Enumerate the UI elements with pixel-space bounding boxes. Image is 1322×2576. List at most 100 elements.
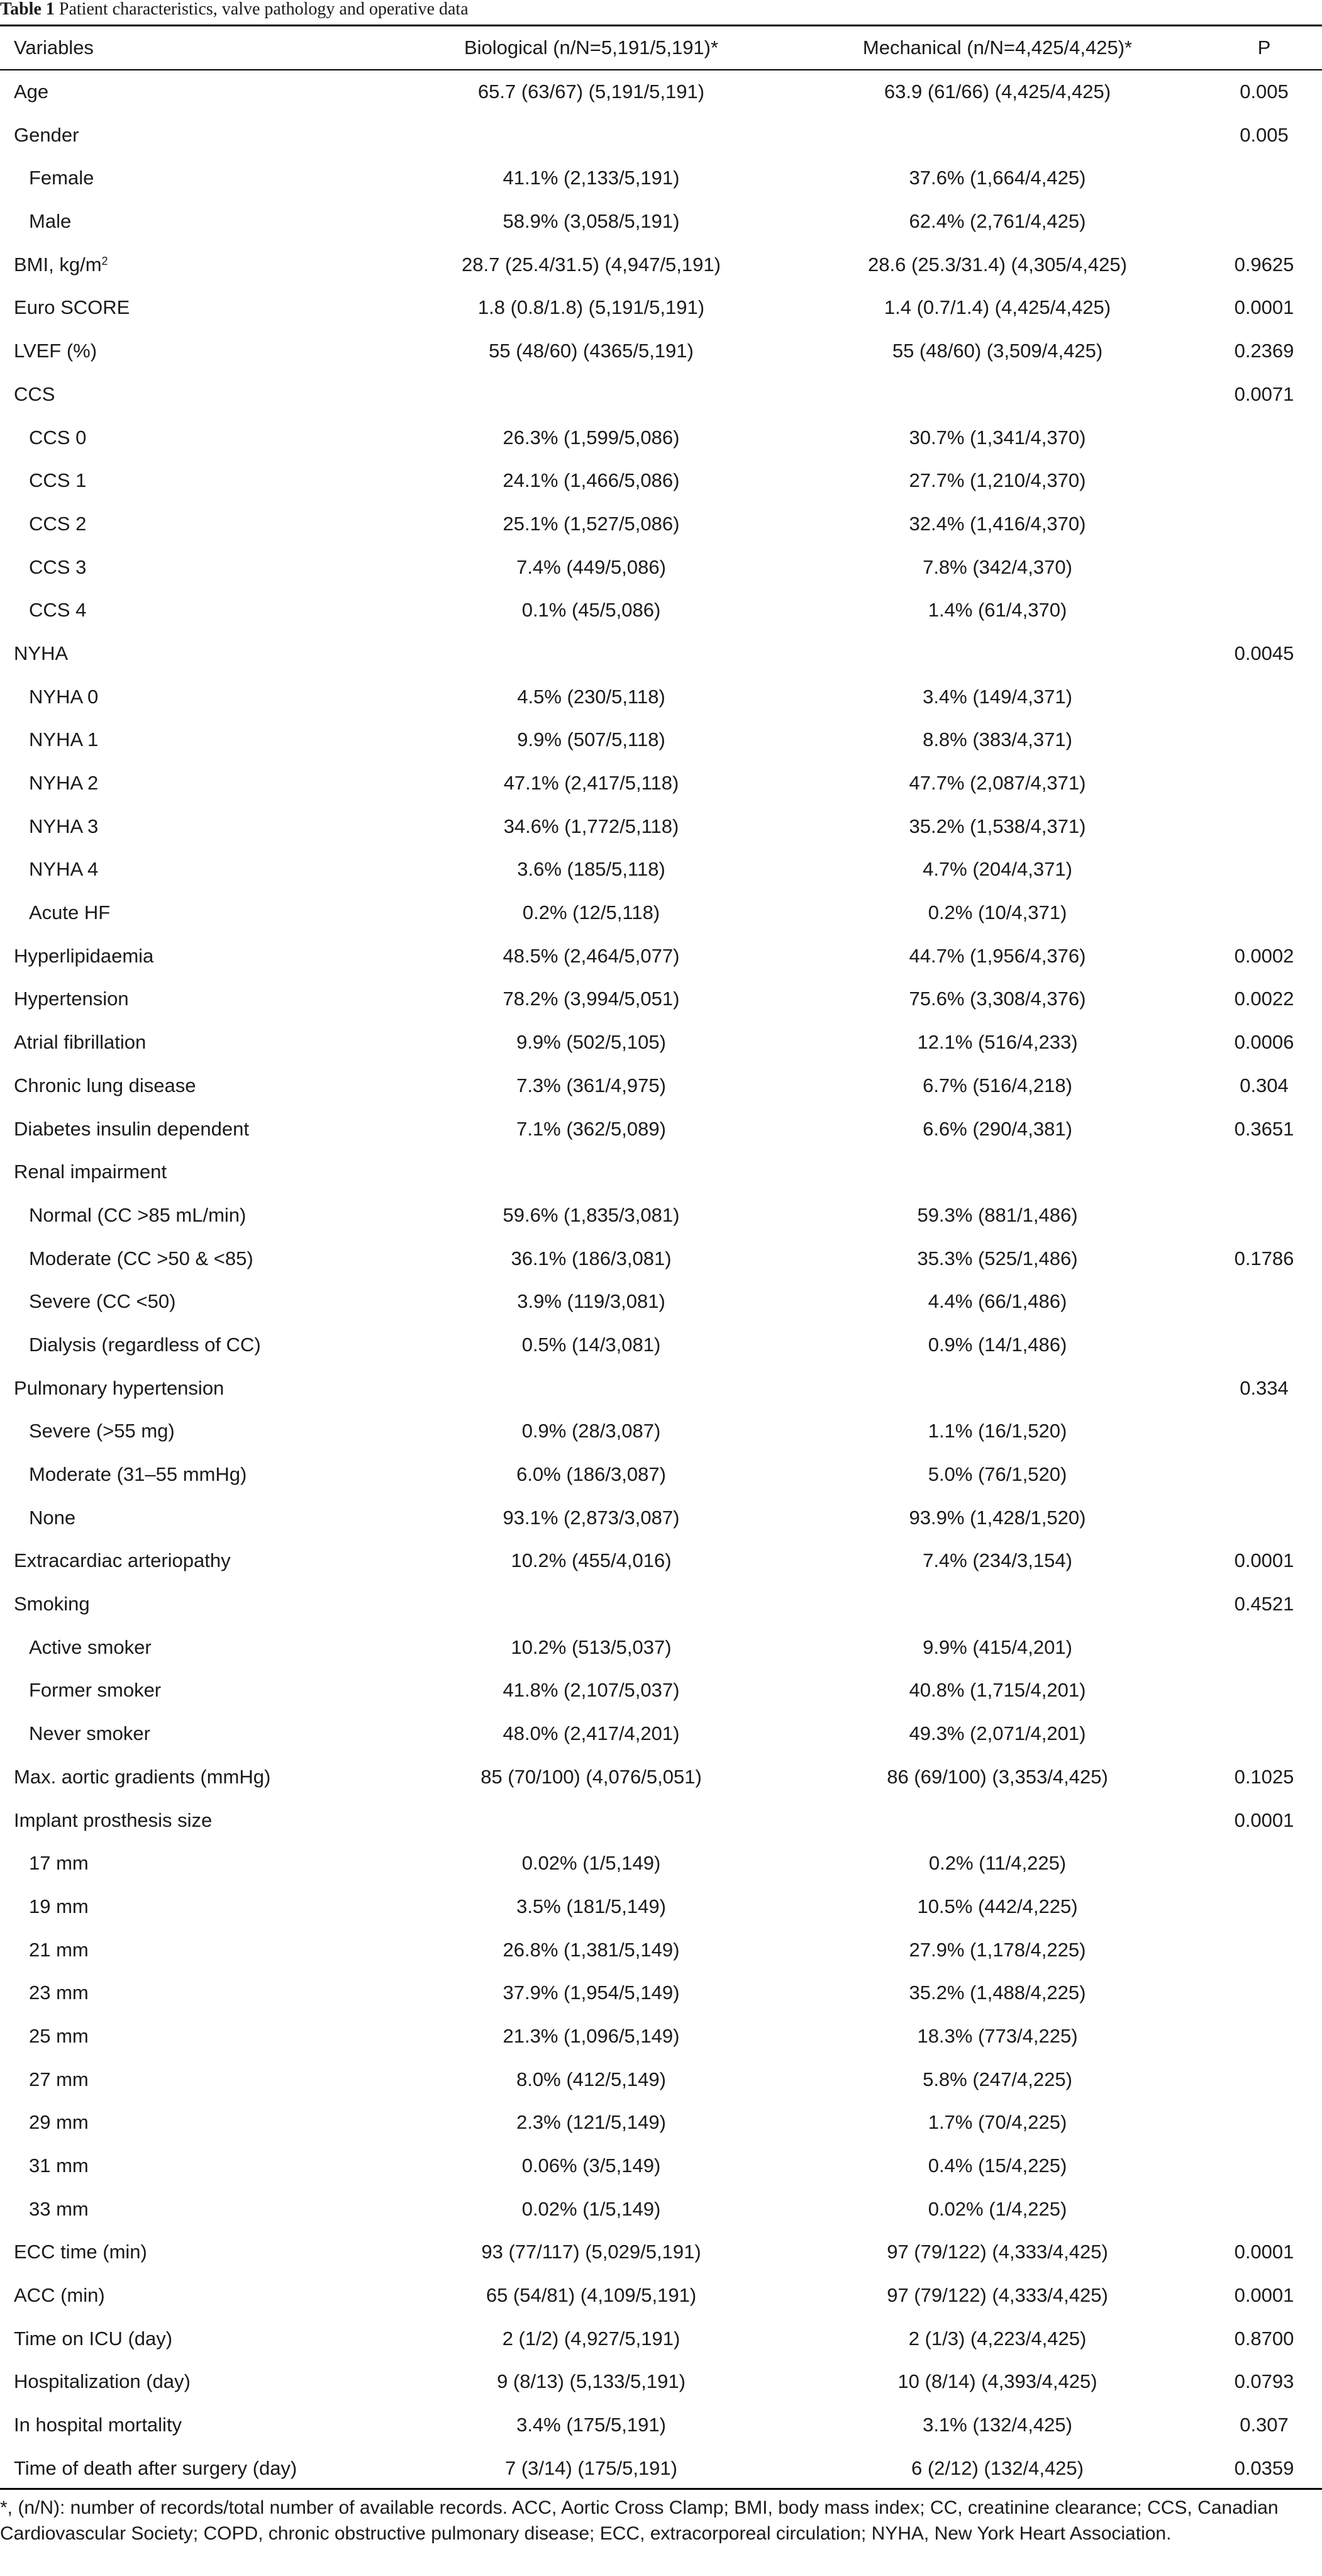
table-row: 19 mm 3.5% (181/5,149) 10.5% (442/4,225) bbox=[0, 1885, 1322, 1929]
mechanical-value: 12.1% (516/4,233) bbox=[917, 1031, 1078, 1054]
biological-value: 3.5% (181/5,149) bbox=[516, 1895, 666, 1917]
p-value: 0.3651 bbox=[1234, 1117, 1294, 1140]
mechanical-value: 5.0% (76/1,520) bbox=[928, 1463, 1067, 1485]
mechanical-value: 1.1% (16/1,520) bbox=[928, 1420, 1067, 1442]
table-row: Dialysis (regardless of CC) 0.5% (14/3,08… bbox=[0, 1324, 1322, 1367]
table-footnote: *, (n/N): number of records/total number… bbox=[0, 2497, 1279, 2544]
table-row: Normal (CC >85 mL/min) 59.6% (1,835/3,081… bbox=[0, 1194, 1322, 1237]
table-row: Moderate (CC >50 & <85) 36.1% (186/3,081)… bbox=[0, 1237, 1322, 1281]
biological-value: 58.9% (3,058/5,191) bbox=[503, 210, 680, 233]
biological-value: 48.0% (2,417/4,201) bbox=[503, 1722, 680, 1745]
header-variables: Variables bbox=[14, 36, 94, 59]
table-row: Acute HF 0.2% (12/5,118) 0.2% (10/4,371) bbox=[0, 891, 1322, 935]
mechanical-value: 0.9% (14/1,486) bbox=[928, 1333, 1067, 1356]
table-row: Extracardiac arteriopathy 10.2% (455/4,01… bbox=[0, 1539, 1322, 1583]
biological-value: 10.2% (513/5,037) bbox=[511, 1636, 672, 1658]
p-value: 0.2369 bbox=[1234, 340, 1294, 362]
mechanical-value: 30.7% (1,341/4,370) bbox=[909, 426, 1086, 449]
biological-value: 3.6% (185/5,118) bbox=[517, 858, 665, 881]
p-value: 0.005 bbox=[1240, 123, 1289, 146]
mechanical-value: 4.7% (204/4,371) bbox=[923, 858, 1072, 881]
row-label: Moderate (31–55 mmHg) bbox=[29, 1463, 247, 1485]
mechanical-value: 37.6% (1,664/4,425) bbox=[909, 167, 1086, 189]
row-label: Time on ICU (day) bbox=[14, 2327, 173, 2350]
mechanical-value: 75.6% (3,308/4,376) bbox=[909, 988, 1086, 1010]
table-row: Atrial fibrillation 9.9% (502/5,105) 12.1%… bbox=[0, 1021, 1322, 1064]
table-caption: Table 1 Patient characteristics, valve p… bbox=[0, 0, 1322, 23]
biological-value: 34.6% (1,772/5,118) bbox=[503, 815, 679, 837]
biological-value: 9.9% (502/5,105) bbox=[516, 1031, 666, 1054]
table-row: 33 mm 0.02% (1/5,149) 0.02% (1/4,225) bbox=[0, 2188, 1322, 2231]
biological-value: 78.2% (3,994/5,051) bbox=[503, 988, 680, 1010]
biological-value: 7.4% (449/5,086) bbox=[516, 555, 666, 578]
row-label: Never smoker bbox=[29, 1722, 150, 1745]
table-row: CCS 0 26.3% (1,599/5,086) 30.7% (1,341/4,3… bbox=[0, 416, 1322, 460]
row-label: Smoking bbox=[14, 1593, 90, 1615]
row-label: Implant prosthesis size bbox=[14, 1809, 213, 1831]
row-label: NYHA 0 bbox=[29, 685, 99, 708]
table-row: Male 58.9% (3,058/5,191) 62.4% (2,761/4,42… bbox=[0, 200, 1322, 243]
biological-value: 47.1% (2,417/5,118) bbox=[503, 772, 679, 794]
biological-value: 0.02% (1/5,149) bbox=[521, 2197, 661, 2220]
table-row: CCS 1 24.1% (1,466/5,086) 27.7% (1,210/4,3… bbox=[0, 459, 1322, 503]
row-label: Moderate (CC >50 & <85) bbox=[29, 1247, 253, 1269]
table-row: Euro SCORE 1.8 (0.8/1.8) (5,191/5,191) 1.4… bbox=[0, 286, 1322, 330]
row-label: Active smoker bbox=[29, 1636, 152, 1658]
row-label: 33 mm bbox=[29, 2197, 89, 2220]
table-row: Moderate (31–55 mmHg) 6.0% (186/3,087) 5.0… bbox=[0, 1453, 1322, 1497]
biological-value: 21.3% (1,096/5,149) bbox=[503, 2024, 680, 2047]
biological-value: 7.3% (361/4,975) bbox=[516, 1074, 666, 1096]
table-row: 23 mm 37.9% (1,954/5,149) 35.2% (1,488/4,2… bbox=[0, 1971, 1322, 2015]
p-value: 0.005 bbox=[1240, 81, 1289, 103]
table-row: CCS 3 7.4% (449/5,086) 7.8% (342/4,370) bbox=[0, 546, 1322, 589]
biological-value: 3.4% (175/5,191) bbox=[516, 2414, 666, 2436]
row-label: Renal impairment bbox=[14, 1161, 167, 1183]
mechanical-value: 2 (1/3) (4,223/4,425) bbox=[908, 2327, 1087, 2350]
table-row: Smoking 0.4521 bbox=[0, 1583, 1322, 1626]
p-value: 0.1786 bbox=[1234, 1247, 1294, 1269]
row-label: 31 mm bbox=[29, 2155, 89, 2177]
row-label: None bbox=[29, 1506, 76, 1529]
mechanical-value: 1.4% (61/4,370) bbox=[928, 599, 1067, 622]
row-label-text: BMI, kg/m bbox=[14, 253, 102, 276]
mechanical-value: 10.5% (442/4,225) bbox=[917, 1895, 1078, 1917]
mechanical-value: 8.8% (383/4,371) bbox=[923, 728, 1072, 751]
biological-value: 3.9% (119/3,081) bbox=[517, 1290, 665, 1313]
table-row: LVEF (%) 55 (48/60) (4365/5,191) 55 (48/60… bbox=[0, 330, 1322, 373]
biological-value: 2 (1/2) (4,927/5,191) bbox=[502, 2327, 680, 2350]
table-row: NYHA 0.0045 bbox=[0, 632, 1322, 676]
row-label: NYHA 4 bbox=[29, 858, 99, 881]
biological-value: 0.2% (12/5,118) bbox=[522, 901, 660, 924]
p-value: 0.0006 bbox=[1234, 1031, 1294, 1054]
biological-value: 9.9% (507/5,118) bbox=[517, 728, 665, 751]
mechanical-value: 6 (2/12) (132/4,425) bbox=[911, 2456, 1084, 2479]
mechanical-value: 62.4% (2,761/4,425) bbox=[909, 210, 1086, 233]
row-label: Normal (CC >85 mL/min) bbox=[29, 1203, 247, 1226]
p-value: 0.0359 bbox=[1234, 2456, 1294, 2479]
mechanical-value: 35.2% (1,538/4,371) bbox=[909, 815, 1086, 837]
table-row: Gender 0.005 bbox=[0, 114, 1322, 157]
biological-value: 1.8 (0.8/1.8) (5,191/5,191) bbox=[477, 296, 705, 319]
p-value: 0.0022 bbox=[1234, 988, 1294, 1010]
p-value: 0.0002 bbox=[1234, 944, 1294, 967]
table-row: Hyperlipidaemia 48.5% (2,464/5,077) 44.7% … bbox=[0, 935, 1322, 978]
row-label: CCS 3 bbox=[29, 555, 87, 578]
row-label: Gender bbox=[14, 123, 79, 146]
row-label: Hyperlipidaemia bbox=[14, 944, 154, 967]
mechanical-value: 0.4% (15/4,225) bbox=[928, 2155, 1067, 2177]
row-label: NYHA 1 bbox=[29, 728, 99, 751]
p-value: 0.0001 bbox=[1234, 1549, 1294, 1572]
table-row: Severe (CC <50) 3.9% (119/3,081) 4.4% (66/… bbox=[0, 1280, 1322, 1324]
row-label: In hospital mortality bbox=[14, 2414, 182, 2436]
row-label: CCS 0 bbox=[29, 426, 87, 449]
table-row: 29 mm 2.3% (121/5,149) 1.7% (70/4,225) bbox=[0, 2101, 1322, 2144]
table-row: Pulmonary hypertension 0.334 bbox=[0, 1367, 1322, 1410]
biological-value: 65.7 (63/67) (5,191/5,191) bbox=[477, 81, 705, 103]
header-p: P bbox=[1257, 36, 1271, 59]
table-row: Age 65.7 (63/67) (5,191/5,191) 63.9 (61/66… bbox=[0, 70, 1322, 114]
table-row: Female 41.1% (2,133/5,191) 37.6% (1,664/4,… bbox=[0, 157, 1322, 200]
p-value: 0.307 bbox=[1240, 2414, 1289, 2436]
mechanical-value: 3.1% (132/4,425) bbox=[923, 2414, 1072, 2436]
row-label: NYHA 3 bbox=[29, 815, 99, 837]
biological-value: 41.1% (2,133/5,191) bbox=[503, 167, 680, 189]
